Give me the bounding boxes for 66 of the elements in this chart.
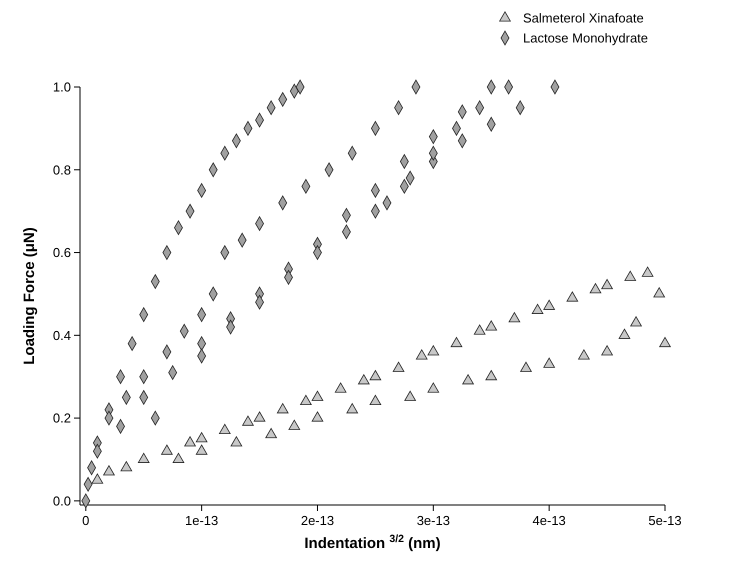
point <box>161 444 173 455</box>
point <box>428 345 440 356</box>
point <box>358 374 370 384</box>
point <box>578 349 590 360</box>
y-tick-label: 0.4 <box>52 328 71 343</box>
point <box>230 436 242 446</box>
point <box>618 328 630 339</box>
point <box>450 336 462 348</box>
x-tick-label: 2e-13 <box>300 513 334 528</box>
point <box>196 444 208 455</box>
x-tick-label: 1e-13 <box>185 513 218 528</box>
point <box>370 394 382 406</box>
point <box>532 304 544 314</box>
point <box>172 452 184 463</box>
point <box>312 411 324 422</box>
point <box>242 416 254 426</box>
point <box>300 394 312 406</box>
point <box>653 287 665 298</box>
legend-label: Lactose Monohydrate <box>523 30 648 46</box>
point <box>103 465 115 476</box>
point <box>370 370 382 380</box>
y-tick-label: 1.0 <box>52 80 71 94</box>
point <box>485 370 498 380</box>
point <box>92 474 104 484</box>
point <box>624 270 636 281</box>
point <box>254 411 266 422</box>
point <box>474 324 486 335</box>
x-tick-label: 0 <box>82 513 90 528</box>
point <box>520 362 532 372</box>
point <box>196 432 208 442</box>
x-tick-label: 3e-13 <box>416 513 450 528</box>
point <box>543 300 555 310</box>
point <box>462 374 474 384</box>
legend-label: Salmeterol Xinafoate <box>523 10 644 26</box>
point <box>642 266 654 277</box>
point <box>288 420 300 430</box>
point <box>590 283 602 294</box>
point <box>404 390 416 401</box>
point <box>138 452 150 463</box>
point <box>566 291 578 302</box>
x-axis-title: Indentation $^{3/2}$ (nm) <box>304 533 441 552</box>
point <box>508 312 520 322</box>
point <box>428 382 440 393</box>
point <box>416 349 428 360</box>
point <box>276 403 288 414</box>
y-axis-title: Loading Force (μN) <box>21 227 38 365</box>
point <box>659 336 671 348</box>
point <box>265 428 277 438</box>
point <box>392 362 404 372</box>
point <box>630 316 642 326</box>
point <box>334 382 346 393</box>
x-tick-label: 5e-13 <box>648 513 682 528</box>
y-tick-label: 0.6 <box>52 245 71 260</box>
x-tick-label: 4e-13 <box>532 513 566 528</box>
point <box>219 424 231 434</box>
point <box>346 403 358 414</box>
point <box>312 390 324 401</box>
point <box>120 461 132 472</box>
point <box>485 320 498 331</box>
y-tick-label: 0.0 <box>52 493 71 508</box>
point <box>601 279 613 290</box>
point <box>601 345 613 356</box>
point <box>184 436 196 446</box>
point <box>543 358 555 368</box>
y-tick-label: 0.2 <box>52 410 71 426</box>
y-tick-label: 0.8 <box>52 162 71 178</box>
